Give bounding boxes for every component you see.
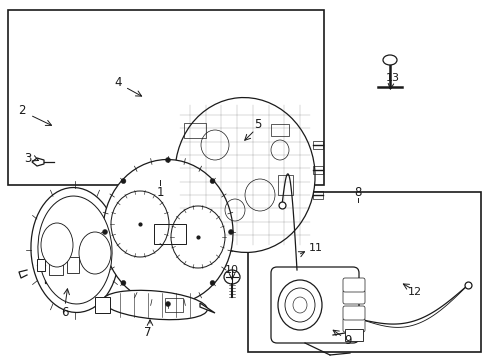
Text: 2: 2: [18, 104, 26, 117]
Bar: [49, 255, 63, 275]
Text: 6: 6: [61, 306, 69, 319]
Bar: [247, 192, 480, 352]
FancyBboxPatch shape: [342, 306, 364, 320]
Bar: [37, 259, 45, 271]
Polygon shape: [200, 303, 215, 313]
FancyBboxPatch shape: [342, 318, 364, 332]
Text: 9: 9: [344, 333, 351, 346]
Text: 5: 5: [254, 118, 261, 131]
FancyBboxPatch shape: [342, 290, 364, 304]
Text: 1: 1: [156, 185, 163, 198]
Text: 8: 8: [354, 186, 361, 199]
Ellipse shape: [38, 196, 112, 304]
Ellipse shape: [165, 302, 170, 306]
Text: 10: 10: [224, 265, 239, 275]
Ellipse shape: [41, 223, 73, 267]
Ellipse shape: [228, 230, 233, 234]
Ellipse shape: [210, 280, 215, 285]
Ellipse shape: [121, 280, 126, 285]
Bar: [8, 10, 324, 185]
FancyBboxPatch shape: [270, 267, 358, 343]
Bar: [312, 166, 323, 174]
Bar: [95, 297, 110, 313]
Ellipse shape: [382, 55, 396, 65]
Bar: [345, 329, 362, 341]
Ellipse shape: [171, 206, 224, 268]
Bar: [312, 191, 323, 199]
Text: 3: 3: [24, 152, 32, 165]
Ellipse shape: [278, 280, 321, 330]
Bar: [154, 224, 185, 244]
Bar: [312, 141, 323, 149]
Ellipse shape: [111, 191, 169, 257]
Ellipse shape: [79, 232, 111, 274]
Text: 13: 13: [385, 73, 399, 83]
Ellipse shape: [102, 230, 107, 234]
Text: 4: 4: [114, 77, 122, 90]
Text: 11: 11: [308, 243, 323, 253]
FancyBboxPatch shape: [342, 278, 364, 292]
Bar: [45, 247, 85, 283]
Ellipse shape: [103, 159, 233, 305]
Text: 7: 7: [144, 325, 151, 338]
Ellipse shape: [210, 179, 215, 184]
Bar: [164, 298, 183, 312]
Text: 12: 12: [407, 287, 421, 297]
Bar: [183, 122, 205, 138]
Ellipse shape: [102, 290, 207, 320]
Bar: [67, 257, 79, 273]
Bar: [270, 124, 288, 136]
Ellipse shape: [165, 158, 170, 162]
Ellipse shape: [175, 98, 314, 252]
Ellipse shape: [31, 188, 119, 312]
Bar: [277, 175, 292, 195]
Ellipse shape: [224, 270, 240, 284]
Polygon shape: [32, 158, 44, 166]
Ellipse shape: [121, 179, 126, 184]
